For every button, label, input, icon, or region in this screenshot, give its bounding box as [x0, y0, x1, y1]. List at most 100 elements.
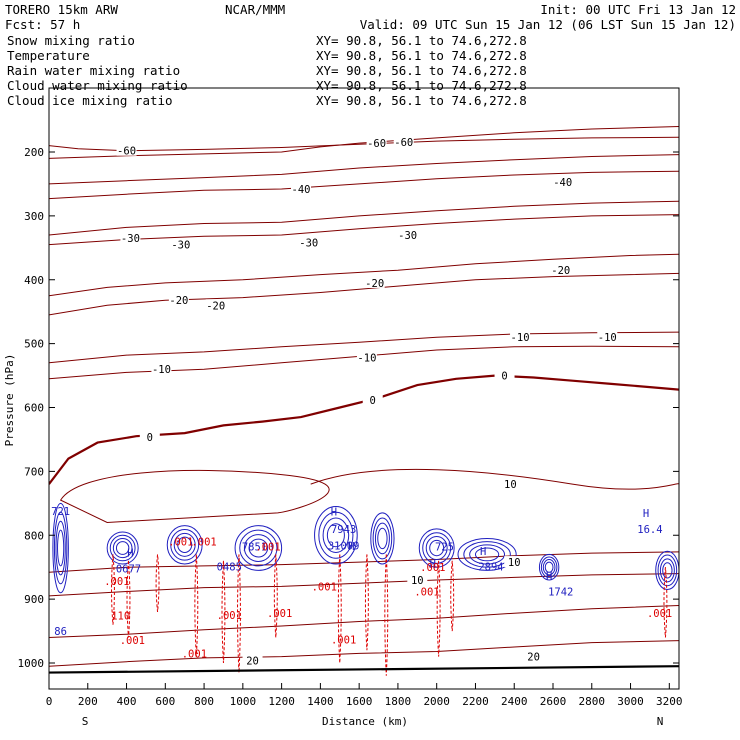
x-tick-label: 1600 — [346, 695, 373, 708]
legend-label: Cloud water mixing ratio — [7, 78, 188, 93]
axes: 0 200 400 600 800 1000 1200 1400 1600 1800 2000 220… — [18, 146, 683, 708]
isotherm-label-bg — [291, 183, 311, 195]
isotherm-label: 10 — [411, 575, 424, 587]
max-label: 16.4 — [637, 524, 662, 536]
cloud-water-contour — [53, 511, 68, 585]
isotherm-line — [49, 272, 679, 316]
legend-xy: XY= 90.8, 56.1 to 74.6,272.8 — [316, 93, 527, 108]
isotherm-label-bg — [116, 144, 137, 156]
x-tick-label: 2800 — [579, 695, 606, 708]
rain-label: .001 — [647, 608, 672, 620]
isotherm-label-bg — [139, 430, 160, 442]
isotherm-label: -20 — [169, 295, 188, 307]
rain-label: .001 — [255, 542, 280, 554]
cloud-water-contour — [469, 544, 506, 565]
max-label: 31009 — [328, 540, 360, 552]
cloud-water-contour — [425, 536, 448, 561]
x-tick-label: 2000 — [423, 695, 450, 708]
rain-label: .001 — [120, 635, 145, 647]
cloud-water-contour — [52, 502, 69, 594]
rain-label: .001 — [104, 576, 129, 588]
isotherm-label-bg — [170, 238, 191, 250]
cloud-water-contour — [659, 558, 675, 583]
cloud-water-contour — [542, 559, 556, 576]
legend-label: Cloud ice mixing ratio — [7, 93, 173, 108]
isotherm-label-bg — [366, 137, 387, 149]
y-tick-label: 400 — [24, 274, 44, 287]
cloud-water-contour — [429, 539, 445, 557]
cloud-water-contour — [173, 532, 196, 557]
rain-label: .001 — [182, 648, 207, 660]
y-tick-label: 200 — [24, 146, 44, 159]
plot-frame — [48, 87, 680, 690]
cloud-water-contour — [109, 534, 136, 562]
legend-xy: XY= 90.8, 56.1 to 74.6,272.8 — [316, 48, 527, 63]
moist-region-contour — [310, 468, 679, 490]
x-axis-title: Distance (km) — [322, 715, 408, 728]
rain-contour — [273, 554, 278, 638]
isotherm-line — [49, 573, 679, 597]
isotherm-label-bg — [494, 369, 515, 381]
cloud-water-contour — [115, 541, 130, 555]
rain-contour — [111, 554, 115, 625]
rain-label: 110 — [111, 611, 130, 623]
rain-label: .001 — [420, 562, 445, 574]
isotherm-label-bg — [393, 135, 414, 147]
isotherm-line — [49, 200, 679, 236]
isotherm-label: -40 — [292, 184, 311, 196]
isotherm-label-bg — [168, 294, 189, 306]
isotherm-label: -10 — [598, 332, 617, 344]
rain-label: .001 — [331, 634, 356, 646]
cloud-water-contour — [374, 522, 390, 555]
rain-label: .001 — [168, 537, 193, 549]
contour-group: -60 -60 -60 -40 -40 -30 -30 -30 -30 -20 -20 -20 -20 -… — [49, 126, 679, 676]
isotherm-label: 20 — [246, 655, 259, 667]
isotherm-label-bg — [500, 478, 521, 490]
isotherm-label-bg — [407, 573, 428, 585]
cloud-water-contour — [112, 537, 133, 559]
rain-contour — [221, 560, 226, 664]
x-tick-label: 600 — [155, 695, 175, 708]
y-tick-label: 700 — [24, 465, 44, 478]
isotherm-label-bg — [205, 299, 226, 311]
y-tick-label: 300 — [24, 210, 44, 223]
ground-line — [49, 665, 679, 674]
cloud-water-contour — [370, 512, 395, 565]
isotherm-label: -10 — [357, 353, 376, 365]
cloud-water-contour — [474, 547, 500, 562]
forecast-label: Fcst: 57 h — [5, 17, 80, 32]
max-label: 721 — [51, 506, 70, 518]
isotherm-label-bg — [523, 650, 544, 662]
isotherm-line — [49, 640, 679, 667]
rain-label: .001 — [414, 586, 439, 598]
max-label: H — [546, 570, 552, 582]
isotherm-label-bg — [151, 363, 172, 375]
cloud-water-contour — [170, 529, 200, 561]
max-label: H — [127, 547, 133, 559]
cloud-water-contour — [538, 553, 560, 581]
isotherm-label: -60 — [394, 137, 413, 149]
legend-xy: XY= 90.8, 56.1 to 74.6,272.8 — [316, 63, 527, 78]
x-tick-label: 3200 — [656, 695, 683, 708]
isotherm-label-bg — [364, 276, 385, 288]
x-tick-label: 400 — [117, 695, 137, 708]
x-tick-label: 3000 — [617, 695, 644, 708]
legend-label: Snow mixing ratio — [7, 33, 135, 48]
legend-label: Temperature — [7, 48, 90, 63]
max-label: H — [480, 546, 486, 558]
x-tick-label: 800 — [194, 695, 214, 708]
isotherm-label: -60 — [117, 146, 136, 158]
isotherm-line — [49, 136, 679, 152]
south-label: S — [82, 715, 89, 728]
isotherm-line — [49, 154, 679, 185]
rain-contour — [194, 554, 199, 657]
isotherm-label-bg — [510, 331, 531, 343]
isotherm-label: -10 — [152, 364, 171, 376]
x-tick-label: 1400 — [307, 695, 334, 708]
max-label: 2894 — [478, 562, 503, 574]
rain-label: .001 — [191, 537, 216, 549]
x-tick-label: 2600 — [540, 695, 567, 708]
rain-contour — [663, 567, 668, 638]
cloud-water-contour — [55, 520, 66, 576]
